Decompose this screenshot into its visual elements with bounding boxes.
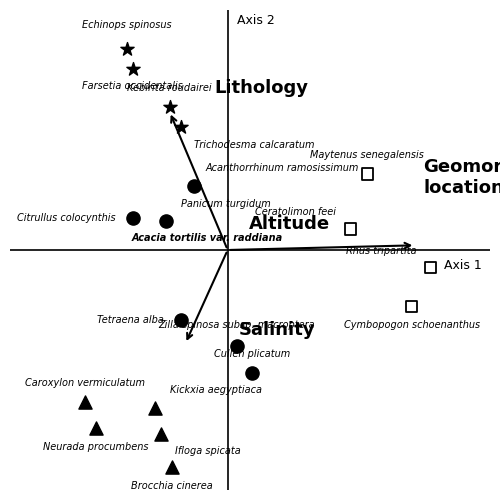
Text: Salinity: Salinity	[239, 320, 316, 338]
Text: Caroxylon vermiculatum: Caroxylon vermiculatum	[25, 378, 145, 388]
Point	[156, 430, 164, 438]
Text: Brocchia cinerea: Brocchia cinerea	[131, 480, 212, 490]
Text: Lithology: Lithology	[214, 80, 308, 98]
Text: Axis 1: Axis 1	[444, 260, 482, 272]
Text: Kebirita roudairei: Kebirita roudairei	[128, 83, 212, 93]
Point	[166, 103, 173, 111]
Point	[92, 424, 100, 432]
Point	[123, 44, 131, 52]
Point	[363, 170, 371, 178]
Point	[232, 342, 240, 350]
Point	[151, 404, 159, 412]
Point	[408, 302, 416, 310]
Text: Farsetia occidentalis: Farsetia occidentalis	[82, 82, 183, 92]
Point	[81, 398, 89, 406]
Text: Maytenus senegalensis: Maytenus senegalensis	[310, 150, 424, 160]
Point	[162, 216, 170, 224]
Point	[346, 225, 354, 233]
Text: Cymbopogon schoenanthus: Cymbopogon schoenanthus	[344, 320, 480, 330]
Text: Neurada procumbens: Neurada procumbens	[43, 442, 148, 452]
Text: Axis 2: Axis 2	[236, 14, 275, 26]
Text: Echinops spinosus: Echinops spinosus	[82, 20, 172, 30]
Text: Ceratolimon feei: Ceratolimon feei	[255, 207, 336, 217]
Text: Kickxia aegyptiaca: Kickxia aegyptiaca	[170, 385, 262, 395]
Text: Rhus tripartita: Rhus tripartita	[346, 246, 416, 256]
Text: Geomorphological
location: Geomorphological location	[423, 158, 500, 197]
Text: Acacia tortilis var. raddiana: Acacia tortilis var. raddiana	[132, 234, 283, 243]
Point	[177, 123, 185, 131]
Text: Tetraena alba: Tetraena alba	[97, 315, 164, 325]
Point	[190, 182, 198, 190]
Text: Acanthorrhinum ramosissimum: Acanthorrhinum ramosissimum	[206, 162, 358, 172]
Point	[129, 214, 137, 222]
Text: Trichodesma calcaratum: Trichodesma calcaratum	[194, 140, 314, 150]
Point	[248, 369, 256, 377]
Text: Cullen plicatum: Cullen plicatum	[214, 349, 290, 359]
Point	[168, 462, 176, 470]
Text: Altitude: Altitude	[248, 215, 330, 233]
Text: Citrullus colocynthis: Citrullus colocynthis	[18, 214, 116, 224]
Point	[427, 264, 435, 272]
Text: Zilla spinosa subsp. macroptera: Zilla spinosa subsp. macroptera	[158, 320, 315, 330]
Point	[129, 64, 137, 72]
Text: Ifloga spicata: Ifloga spicata	[175, 446, 241, 456]
Text: Panicum turgidum: Panicum turgidum	[181, 199, 270, 209]
Point	[177, 316, 185, 324]
